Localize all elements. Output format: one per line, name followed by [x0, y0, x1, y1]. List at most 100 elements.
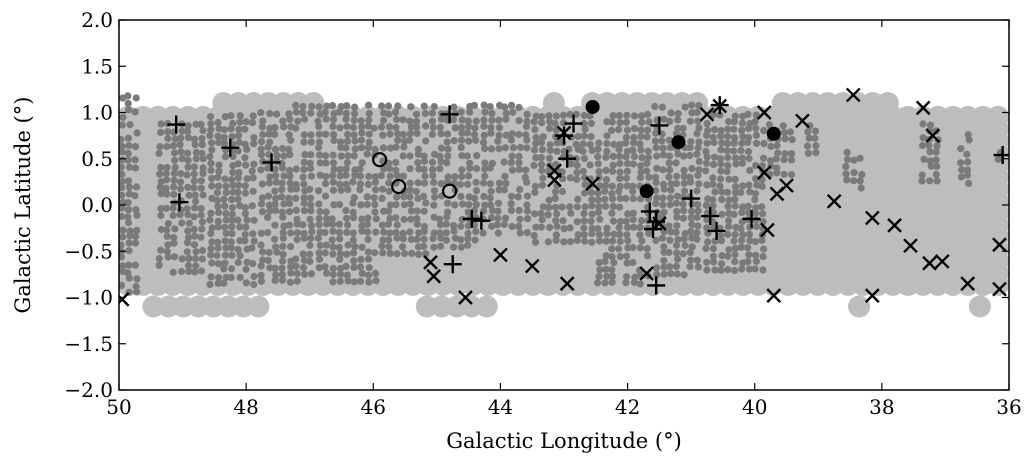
coverage-inner-dot: [258, 194, 266, 202]
coverage-inner-dot: [220, 139, 229, 147]
coverage-inner-dot: [300, 256, 308, 264]
coverage-inner-dot: [264, 143, 272, 151]
coverage-inner-dot: [184, 261, 193, 270]
coverage-inner-dot: [170, 239, 178, 247]
coverage-inner-dot: [508, 130, 516, 138]
coverage-inner-dot: [546, 141, 554, 149]
coverage-inner-dot: [250, 272, 258, 281]
coverage-inner-dot: [220, 195, 228, 203]
coverage-inner-dot: [215, 139, 223, 147]
coverage-inner-dot: [264, 192, 272, 200]
coverage-inner-dot: [680, 271, 688, 279]
coverage-inner-dot: [609, 217, 618, 225]
coverage-inner-dot: [566, 174, 575, 182]
coverage-inner-dot: [559, 217, 567, 225]
coverage-inner-dot: [379, 249, 387, 257]
coverage-inner-dot: [581, 189, 589, 197]
coverage-inner-dot: [545, 154, 554, 162]
coverage-inner-dot: [508, 166, 517, 174]
coverage-inner-dot: [680, 152, 688, 160]
series-open-circle: [372, 152, 458, 199]
coverage-inner-dot: [637, 132, 645, 141]
coverage-inner-dot: [688, 164, 696, 173]
coverage-inner-dot: [622, 174, 631, 182]
coverage-inner-dot: [192, 248, 200, 256]
coverage-inner-dot: [199, 246, 207, 255]
coverage-inner-dot: [693, 229, 701, 237]
coverage-inner-dot: [131, 192, 139, 200]
coverage-inner-dot: [213, 251, 221, 260]
coverage-inner-dot: [773, 142, 781, 150]
coverage-inner-dot: [537, 223, 546, 231]
coverage-inner-dot: [745, 230, 754, 238]
coverage-inner-dot: [437, 180, 445, 188]
coverage-inner-dot: [738, 139, 746, 147]
coverage-inner-region: [803, 122, 820, 157]
coverage-inner-dot: [398, 243, 407, 251]
coverage-inner-dot: [329, 151, 337, 159]
coverage-inner-dot: [694, 171, 702, 179]
cross-marker: [934, 254, 950, 269]
plus-marker: [650, 116, 669, 135]
coverage-inner-dot: [365, 264, 373, 272]
coverage-inner-dot: [551, 194, 559, 202]
coverage-inner-dot: [164, 134, 172, 143]
coverage-inner-dot: [730, 237, 738, 245]
coverage-inner-dot: [703, 216, 711, 224]
coverage-inner-dot: [372, 277, 380, 285]
coverage-inner-dot: [709, 252, 717, 260]
coverage-inner-dot: [702, 131, 711, 139]
coverage-inner-dot: [385, 179, 393, 187]
cross-marker: [915, 100, 931, 116]
coverage-inner-dot: [272, 178, 280, 186]
coverage-inner-dot: [234, 160, 242, 168]
coverage-inner-dot: [472, 228, 480, 236]
coverage-inner-dot: [125, 247, 133, 255]
coverage-inner-dot: [560, 225, 568, 233]
coverage-inner-dot: [419, 192, 428, 200]
coverage-inner-dot: [709, 174, 717, 182]
coverage-inner-dot: [386, 249, 394, 257]
coverage-inner-dot: [471, 124, 479, 132]
coverage-inner-dot: [408, 249, 416, 257]
coverage-inner-dot: [119, 170, 126, 178]
coverage-inner-dot: [429, 166, 437, 174]
coverage-inner-dot: [758, 182, 766, 190]
x-tick-label: 40: [742, 395, 767, 419]
coverage-inner-dot: [573, 175, 581, 183]
coverage-inner-dot: [703, 266, 711, 274]
coverage-inner-dot: [466, 108, 474, 116]
coverage-inner-dot: [330, 136, 338, 144]
coverage-inner-dot: [163, 226, 171, 234]
coverage-inner-dot: [609, 152, 617, 160]
coverage-inner-dot: [235, 181, 243, 189]
coverage-inner-dot: [215, 208, 223, 217]
coverage-inner-dot: [587, 119, 595, 127]
coverage-inner-dot: [694, 207, 702, 215]
coverage-inner-dot: [119, 281, 126, 289]
coverage-inner-dot: [363, 193, 371, 201]
coverage-inner-dot: [725, 118, 733, 126]
coverage-inner-dot: [515, 206, 523, 214]
coverage-inner-dot: [430, 178, 438, 186]
coverage-inner-dot: [428, 109, 436, 117]
coverage-inner-dot: [488, 222, 496, 230]
coverage-inner-dot: [307, 109, 315, 117]
coverage-inner-dot: [443, 213, 451, 221]
coverage-inner-dot: [215, 167, 223, 175]
coverage-inner-dot: [717, 237, 726, 245]
coverage-inner-dot: [124, 134, 132, 142]
coverage-inner-dot: [293, 220, 301, 228]
coverage-inner-dot: [856, 154, 864, 162]
coverage-inner-dot: [436, 152, 444, 160]
coverage-inner-dot: [379, 185, 387, 193]
coverage-inner-dot: [300, 158, 308, 166]
coverage-inner-dot: [197, 120, 205, 128]
coverage-inner-dot: [473, 152, 481, 160]
coverage-inner-dot: [228, 223, 236, 231]
x-tick-label: 42: [615, 395, 640, 419]
coverage-inner-dot: [673, 172, 681, 180]
coverage-inner-dot: [191, 141, 199, 149]
coverage-inner-dot: [356, 165, 364, 173]
coverage-inner-dot: [746, 166, 754, 174]
